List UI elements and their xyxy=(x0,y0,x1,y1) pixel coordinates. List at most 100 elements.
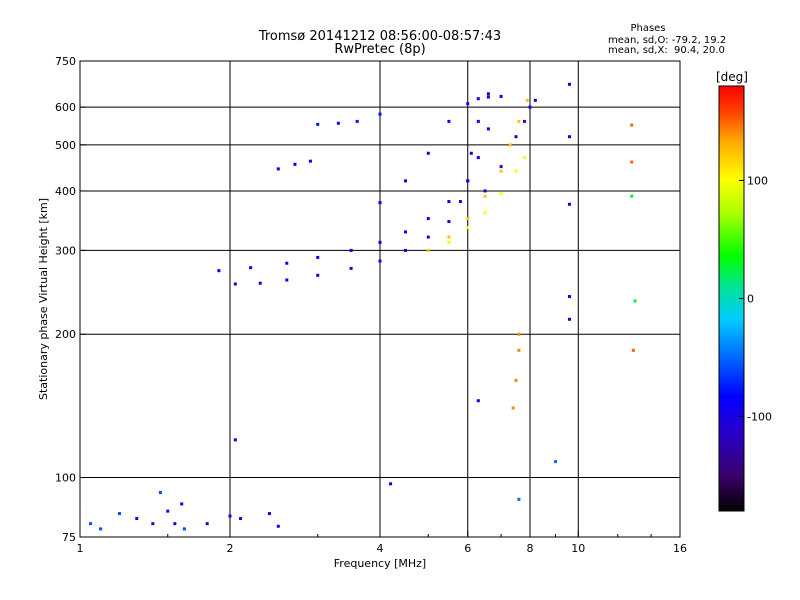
y-axis-label: Stationary phase Virtual Height [km] xyxy=(37,198,50,400)
data-point xyxy=(469,151,473,155)
y-tick-label: 75 xyxy=(62,531,76,544)
data-point xyxy=(517,119,521,123)
data-point xyxy=(316,255,320,259)
data-point xyxy=(447,240,451,244)
data-point xyxy=(458,200,462,204)
plot-area: 1 2 4 6 8 10 16 75 100 200 300 400 500 600 750 xyxy=(55,55,687,555)
data-point xyxy=(567,202,571,206)
data-point xyxy=(403,179,407,183)
data-point xyxy=(403,248,407,252)
stats-line-x: mean, sd,X: 90.4, 20.0 xyxy=(608,45,725,56)
data-point xyxy=(447,200,451,204)
data-point xyxy=(228,514,232,518)
x-tick-label: 4 xyxy=(377,542,384,555)
x-tick-label: 16 xyxy=(673,542,687,555)
data-point xyxy=(567,135,571,139)
data-point xyxy=(466,226,470,230)
data-point xyxy=(308,159,312,163)
y-tick-label: 500 xyxy=(55,139,76,152)
data-point xyxy=(511,406,515,410)
data-point xyxy=(378,259,382,263)
data-point xyxy=(158,491,162,495)
data-point xyxy=(466,217,470,221)
y-tick-label: 100 xyxy=(55,472,76,485)
data-point xyxy=(403,230,407,234)
x-axis-label: Frequency [MHz] xyxy=(334,557,426,570)
data-point xyxy=(514,169,518,173)
data-point xyxy=(486,95,490,99)
data-point xyxy=(631,348,635,352)
data-point xyxy=(205,522,209,526)
data-point xyxy=(499,192,503,196)
data-point xyxy=(466,179,470,183)
data-point xyxy=(378,201,382,205)
chart-subtitle: RwPretec (8p) xyxy=(334,42,425,57)
data-point xyxy=(276,524,280,528)
data-point xyxy=(378,240,382,244)
data-point xyxy=(517,348,521,352)
data-point xyxy=(389,482,393,486)
data-point xyxy=(476,97,480,101)
data-point xyxy=(523,156,527,160)
colorbar-unit-label: [deg] xyxy=(716,70,748,84)
data-point xyxy=(355,119,359,123)
data-point xyxy=(630,123,634,127)
data-point xyxy=(528,105,532,109)
x-tick-label: 1 xyxy=(77,542,84,555)
x-tick-label: 10 xyxy=(571,542,585,555)
grid-lines xyxy=(80,61,680,537)
data-point xyxy=(426,217,430,221)
data-point xyxy=(316,273,320,277)
data-point xyxy=(517,497,521,501)
data-point xyxy=(249,266,253,270)
data-point xyxy=(151,522,155,526)
data-point xyxy=(476,156,480,160)
x-tick-label: 8 xyxy=(527,542,534,555)
data-point xyxy=(630,194,634,198)
data-point xyxy=(523,119,527,123)
x-tick-label: 6 xyxy=(464,542,471,555)
y-tick-label: 400 xyxy=(55,185,76,198)
colorbar-ticks: 100 0 -100 xyxy=(739,174,772,424)
y-tick-label: 300 xyxy=(55,244,76,257)
data-point xyxy=(336,121,340,125)
stats-line-o: mean, sd,O: -79.2, 19.2 xyxy=(608,35,726,46)
data-point xyxy=(567,295,571,299)
data-point xyxy=(517,332,521,336)
data-point xyxy=(447,119,451,123)
data-point xyxy=(349,266,353,270)
data-point xyxy=(567,317,571,321)
colorbar-tick-label: 0 xyxy=(747,293,754,306)
data-point xyxy=(182,527,186,531)
data-point xyxy=(553,460,557,464)
data-point xyxy=(499,169,503,173)
data-point xyxy=(99,527,103,531)
data-point xyxy=(285,261,289,265)
data-point xyxy=(633,299,637,303)
data-point xyxy=(476,119,480,123)
data-point xyxy=(233,438,237,442)
data-point xyxy=(173,522,177,526)
colorbar-tick-label: 100 xyxy=(747,174,768,187)
data-point xyxy=(567,82,571,86)
y-tick-label: 600 xyxy=(55,101,76,114)
data-point xyxy=(508,143,512,147)
data-point xyxy=(486,127,490,131)
data-point xyxy=(483,194,487,198)
data-point xyxy=(447,235,451,239)
data-point xyxy=(476,399,480,403)
data-point xyxy=(233,282,237,286)
stats-heading: Phases xyxy=(630,23,665,34)
colorbar-tick-label: -100 xyxy=(747,411,772,424)
data-point xyxy=(267,512,271,516)
data-point xyxy=(166,509,170,513)
data-point xyxy=(135,517,139,521)
chart-title: Tromsø 20141212 08:56:00-08:57:43 xyxy=(258,29,501,44)
data-point xyxy=(349,248,353,252)
data-points xyxy=(89,82,637,531)
x-tick-label: 2 xyxy=(227,542,234,555)
data-point xyxy=(630,160,634,164)
data-point xyxy=(89,522,93,526)
data-point xyxy=(514,135,518,139)
